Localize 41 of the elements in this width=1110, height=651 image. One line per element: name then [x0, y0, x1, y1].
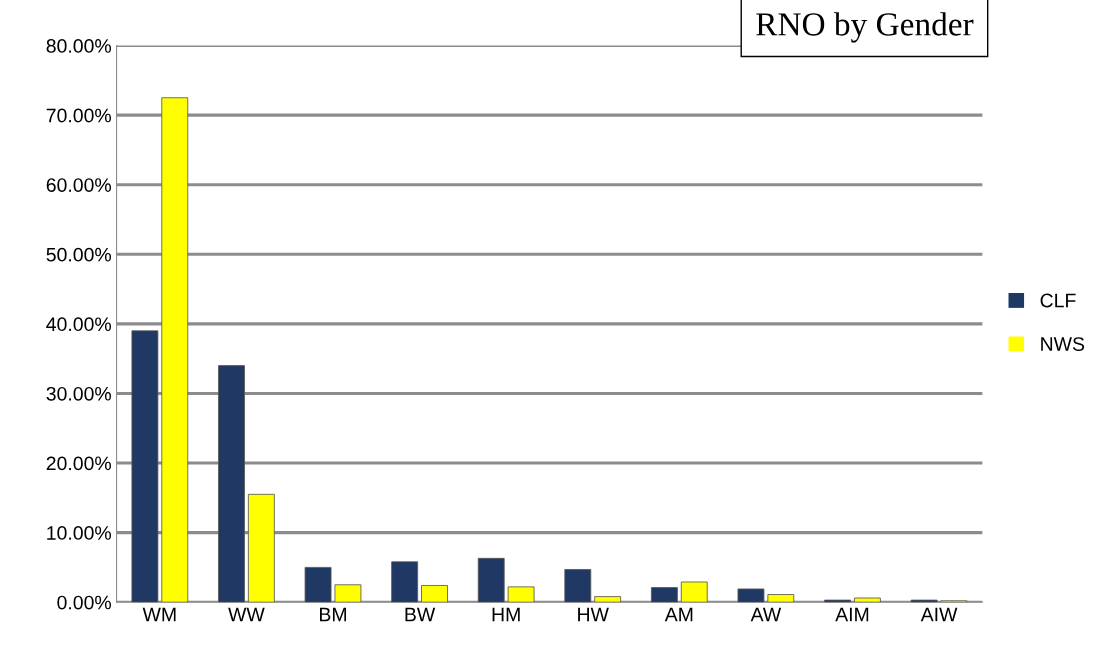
- x-tick-label: HM: [492, 607, 520, 622]
- bar: [507, 586, 535, 603]
- y-tick-label: 40.00%: [46, 317, 111, 332]
- bar: [304, 566, 332, 603]
- y-tick-label: 50.00%: [46, 247, 111, 262]
- bar: [854, 597, 881, 603]
- y-tick-label: 0.00%: [57, 595, 111, 610]
- bar: [767, 594, 795, 603]
- y-tick-label: 70.00%: [46, 108, 111, 123]
- bar: [247, 493, 275, 603]
- x-tick-label: WM: [142, 607, 176, 622]
- bar: [421, 585, 448, 603]
- y-tick-label: 60.00%: [46, 178, 111, 192]
- chart-title: RNO by Gender: [756, 12, 974, 43]
- bar: [477, 557, 505, 603]
- bar: [680, 581, 708, 603]
- y-tick-label: 20.00%: [46, 456, 111, 471]
- bar: [218, 365, 245, 603]
- bar: [824, 599, 851, 603]
- y-tick-label: 10.00%: [47, 526, 111, 540]
- legend-label: NWS: [1041, 337, 1085, 351]
- x-tick-label: AW: [750, 607, 782, 622]
- bar: [391, 561, 419, 603]
- bar: [737, 588, 765, 603]
- legend-label: CLF: [1040, 293, 1076, 308]
- bar: [564, 569, 592, 603]
- bar: [334, 584, 362, 603]
- bar: [131, 330, 159, 603]
- bar: [161, 97, 189, 603]
- x-tick-label: BM: [320, 607, 346, 622]
- x-tick-label: BW: [405, 607, 436, 622]
- x-tick-label: WW: [228, 607, 265, 622]
- bar: [650, 587, 678, 603]
- bar: [910, 599, 938, 603]
- x-tick-label: AIW: [920, 607, 958, 622]
- x-tick-label: AIM: [835, 607, 869, 622]
- y-tick-label: 30.00%: [46, 386, 111, 401]
- y-tick-label: 80.00%: [46, 39, 111, 53]
- bar: [594, 596, 622, 603]
- x-tick-label: AM: [664, 607, 693, 622]
- x-tick-label: HW: [578, 607, 609, 622]
